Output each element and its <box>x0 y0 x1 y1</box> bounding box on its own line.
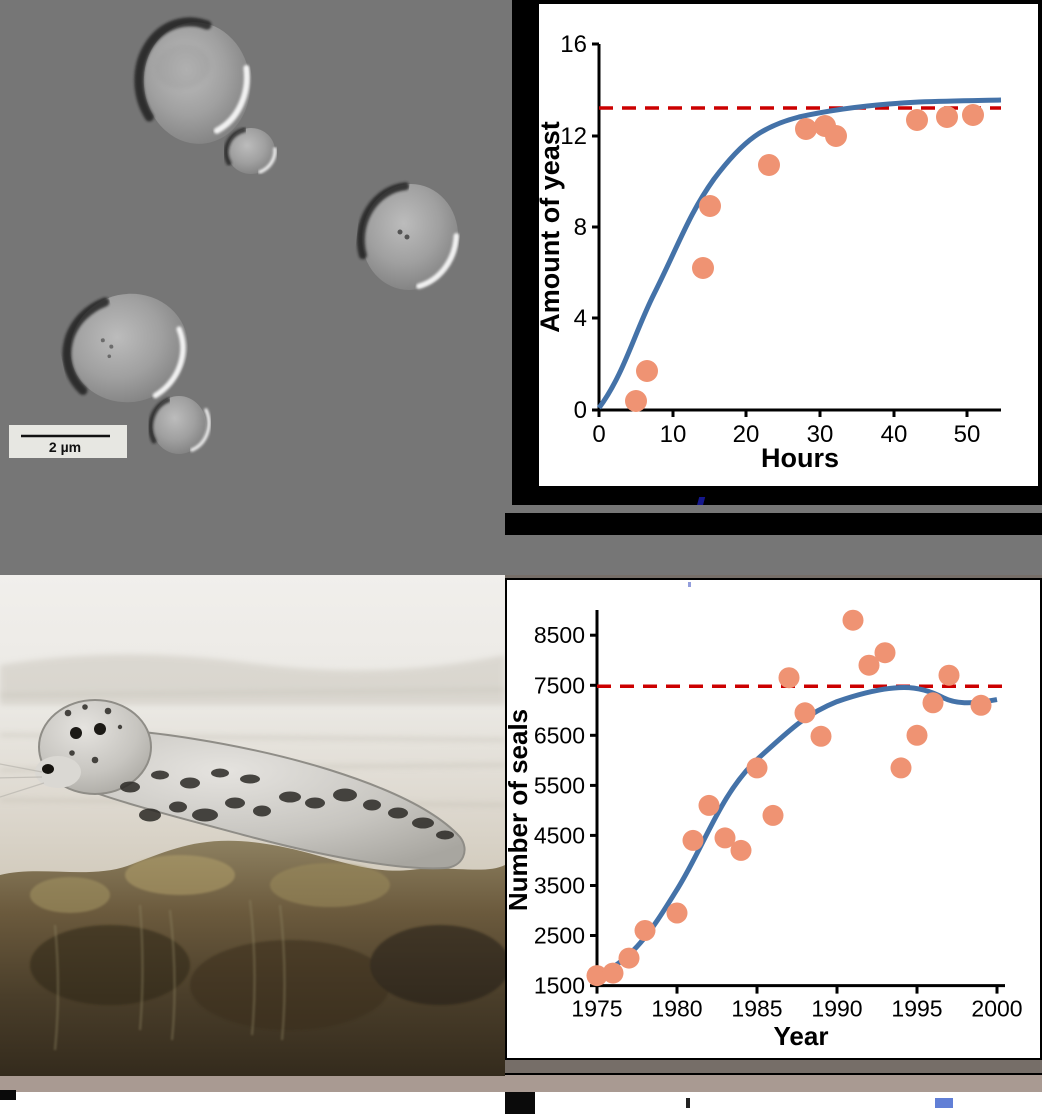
svg-text:Year: Year <box>774 1021 829 1051</box>
svg-text:1985: 1985 <box>731 996 782 1022</box>
svg-text:40: 40 <box>881 421 908 448</box>
svg-text:Number of seals: Number of seals <box>505 709 533 911</box>
svg-text:10: 10 <box>660 421 687 448</box>
svg-text:2 µm: 2 µm <box>49 439 81 455</box>
svg-text:8500: 8500 <box>534 622 585 648</box>
svg-text:2500: 2500 <box>534 923 585 949</box>
svg-text:4: 4 <box>574 305 587 332</box>
svg-text:1980: 1980 <box>651 996 702 1022</box>
svg-text:20: 20 <box>733 421 760 448</box>
svg-text:1990: 1990 <box>811 996 862 1022</box>
svg-text:6500: 6500 <box>534 722 585 748</box>
svg-text:8: 8 <box>574 214 587 241</box>
svg-text:4500: 4500 <box>534 822 585 848</box>
svg-text:0: 0 <box>574 397 587 424</box>
svg-text:Amount of yeast: Amount of yeast <box>539 121 565 333</box>
svg-text:5500: 5500 <box>534 772 585 798</box>
svg-text:0: 0 <box>592 421 605 448</box>
svg-text:Hours: Hours <box>761 443 839 473</box>
svg-text:1975: 1975 <box>571 996 622 1022</box>
svg-text:7500: 7500 <box>534 672 585 698</box>
svg-text:2000: 2000 <box>971 996 1022 1022</box>
svg-text:1995: 1995 <box>891 996 942 1022</box>
svg-text:3500: 3500 <box>534 873 585 899</box>
svg-text:50: 50 <box>954 421 981 448</box>
svg-text:16: 16 <box>560 31 587 58</box>
